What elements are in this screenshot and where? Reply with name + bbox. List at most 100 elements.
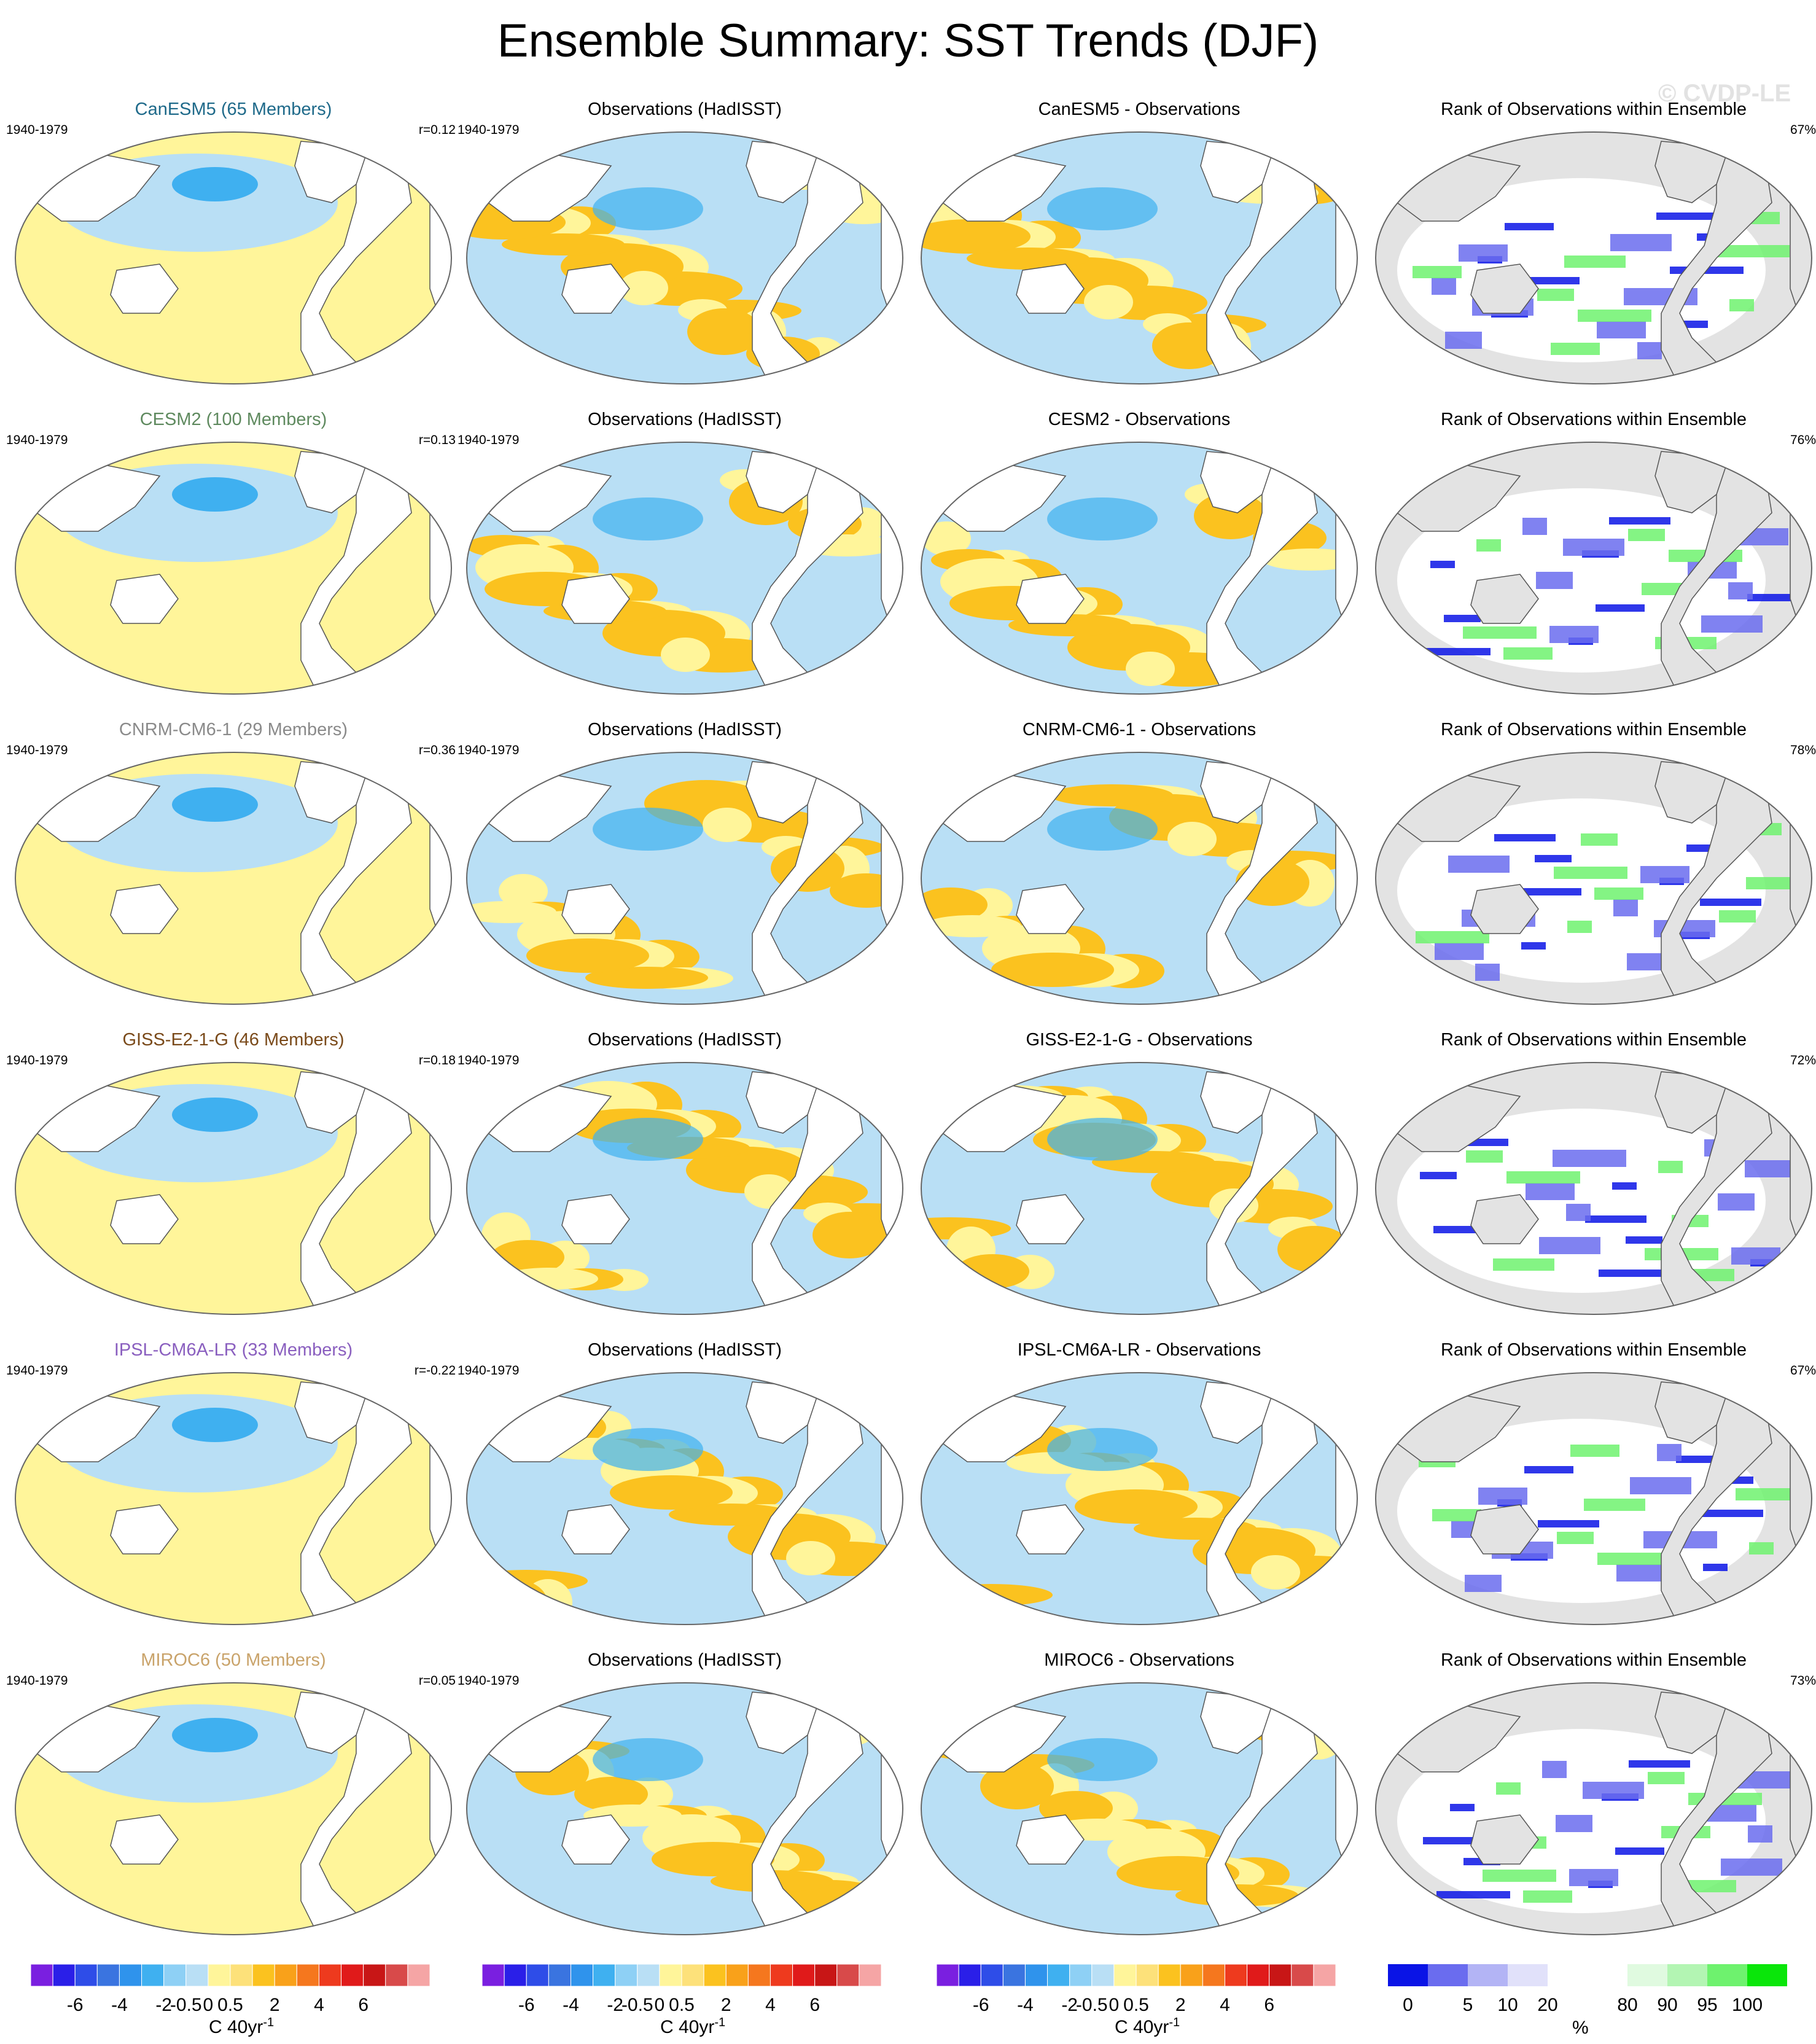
colorbar-swatch — [637, 1964, 660, 1987]
colorbar-swatch — [1069, 1964, 1093, 1987]
period-label: 1940-1979 — [458, 1053, 520, 1067]
watermark-text: © CVDP-LE — [1658, 80, 1791, 107]
colorbar-swatch — [980, 1964, 1003, 1987]
colorbar-unit-exponent: -1 — [1169, 2016, 1180, 2029]
colorbar-tick-label: 2 — [721, 1995, 731, 2015]
colorbar-swatch — [570, 1964, 594, 1987]
colorbar-swatch — [1202, 1964, 1225, 1987]
rank-colorbar-swatch — [1667, 1964, 1707, 1986]
rank-colorbar-tick-label: 95 — [1697, 1995, 1717, 2015]
period-label: 1940-1979 — [6, 433, 68, 447]
period-label: 1940-1979 — [458, 1674, 520, 1688]
rank-colorbar-swatch — [1707, 1964, 1747, 1986]
colorbar-swatch — [814, 1964, 838, 1987]
correlation-label: r=-0.22 — [414, 1363, 456, 1378]
rank-colorbar-unit: % — [1572, 2018, 1589, 2038]
colorbar-tick-label: 4 — [765, 1995, 776, 2015]
colorbar-swatch — [163, 1964, 187, 1987]
obs-panel-title: Observations (HadISST) — [588, 1650, 782, 1670]
colorbar-swatch — [1136, 1964, 1159, 1987]
rank-percent: 67% — [1790, 123, 1816, 137]
colorbar-swatch — [52, 1964, 76, 1987]
diff-panel-title: GISS-E2-1-G - Observations — [1026, 1030, 1253, 1050]
obs-panel: Observations (HadISST) 1940-1979 — [458, 1649, 912, 1938]
colorbar-tick-label: 0 — [203, 1995, 214, 2015]
period-label: 1940-1979 — [6, 1363, 68, 1378]
model-map — [15, 1372, 452, 1625]
colorbar-swatch — [74, 1964, 98, 1987]
colorbar-tick-label: -4 — [111, 1995, 128, 2015]
period-label: 1940-1979 — [6, 743, 68, 757]
colorbar-tick-label: 0.5 — [217, 1995, 243, 2015]
colorbar-tick-label: 6 — [358, 1995, 368, 2015]
rank-percent: 72% — [1790, 1053, 1816, 1067]
colorbar-tick-label: 0 — [1109, 1995, 1120, 2015]
rank-colorbar-tick-label: 20 — [1537, 1995, 1557, 2015]
model-panel-title: CESM2 (100 Members) — [139, 410, 327, 429]
rank-colorbar-swatch — [1548, 1964, 1588, 1986]
colorbar-unit-exponent: -1 — [714, 2016, 726, 2029]
rank-colorbar-swatch — [1508, 1964, 1548, 1986]
rank-map — [1375, 1062, 1812, 1315]
diff-panel: CanESM5 - Observations — [912, 98, 1366, 387]
colorbar-swatch — [770, 1964, 793, 1987]
rank-panel-title: Rank of Observations within Ensemble — [1440, 99, 1747, 119]
colorbar-tick-label: -0.5 — [622, 1995, 653, 2015]
rank-percent: 73% — [1790, 1674, 1816, 1688]
rank-panel: Rank of Observations within Ensemble 72% — [1366, 1029, 1816, 1317]
colorbar-swatches: -6 -4 -2-0.5 0 0.5 2 4 6 — [937, 1964, 1336, 2015]
model-panel: GISS-E2-1-G (46 Members) 1940-1979 r=0.18 — [6, 1029, 461, 1317]
rank-colorbar-tick-label: 5 — [1463, 1995, 1473, 2015]
colorbar-tick-label: -0.5 — [170, 1995, 202, 2015]
colorbar-swatch — [1091, 1964, 1115, 1987]
period-label: 1940-1979 — [458, 743, 520, 757]
colorbar-swatch — [681, 1964, 704, 1987]
obs-panel: Observations (HadISST) 1940-1979 — [458, 719, 912, 1007]
obs-map — [466, 1682, 903, 1935]
colorbar-tick-label: 0.5 — [669, 1995, 695, 2015]
colorbar-swatch — [1024, 1964, 1048, 1987]
rank-panel: Rank of Observations within Ensemble 67% — [1366, 1339, 1816, 1628]
model-panel: IPSL-CM6A-LR (33 Members) 1940-1979 r=-0.2… — [6, 1339, 461, 1628]
rank-panel-title: Rank of Observations within Ensemble — [1440, 1650, 1747, 1670]
rank-colorbar-swatch — [1388, 1964, 1428, 1986]
colorbar-tick-label: 0 — [655, 1995, 665, 2015]
colorbar-swatch — [341, 1964, 364, 1987]
colorbar-swatch — [526, 1964, 549, 1987]
colorbar-swatch — [1158, 1964, 1181, 1987]
colorbar-tick-label: -6 — [973, 1995, 989, 2015]
rank-panel-title: Rank of Observations within Ensemble — [1440, 410, 1747, 429]
colorbar-swatch — [725, 1964, 749, 1987]
colorbar-tick-label: -0.5 — [1076, 1995, 1108, 2015]
rank-panel-title: Rank of Observations within Ensemble — [1440, 1030, 1747, 1050]
colorbar-swatch — [836, 1964, 860, 1987]
colorbar-swatch — [1224, 1964, 1248, 1987]
colorbar-unit: C 40yr-1 — [1115, 2016, 1180, 2038]
period-label: 1940-1979 — [458, 1363, 520, 1378]
diff-panel-title: CanESM5 - Observations — [1038, 99, 1241, 119]
obs-map — [466, 1372, 903, 1625]
colorbar-swatch — [937, 1964, 959, 1987]
obs-map — [466, 1062, 903, 1315]
obs-map — [466, 442, 903, 695]
rank-map — [1375, 1682, 1812, 1935]
obs-panel: Observations (HadISST) 1940-1979 — [458, 1029, 912, 1317]
colorbar-swatch — [252, 1964, 275, 1987]
colorbar-unit: C 40yr-1 — [209, 2016, 274, 2038]
correlation-label: r=0.13 — [418, 433, 456, 447]
colorbar-unit-exponent: -1 — [263, 2016, 275, 2029]
rank-percent: 67% — [1790, 1363, 1816, 1378]
rank-panel: Rank of Observations within Ensemble 67% — [1366, 98, 1816, 387]
colorbar-swatch — [407, 1964, 431, 1987]
colorbar-swatch — [1180, 1964, 1203, 1987]
colorbar-swatch — [747, 1964, 771, 1987]
colorbar-swatch — [208, 1964, 231, 1987]
model-panel: MIROC6 (50 Members) 1940-1979 r=0.05 — [6, 1649, 461, 1938]
colorbar-swatch — [296, 1964, 319, 1987]
rank-colorbar-swatch — [1588, 1964, 1627, 1986]
colorbar-swatch — [504, 1964, 527, 1987]
colorbar-swatch — [274, 1964, 297, 1987]
rank-colorbar-tick-label: 100 — [1732, 1995, 1763, 2015]
diff-map — [921, 752, 1358, 1005]
rank-colorbar-swatches: 0 5 10 20 80 90 95 100 — [1388, 1964, 1787, 2015]
